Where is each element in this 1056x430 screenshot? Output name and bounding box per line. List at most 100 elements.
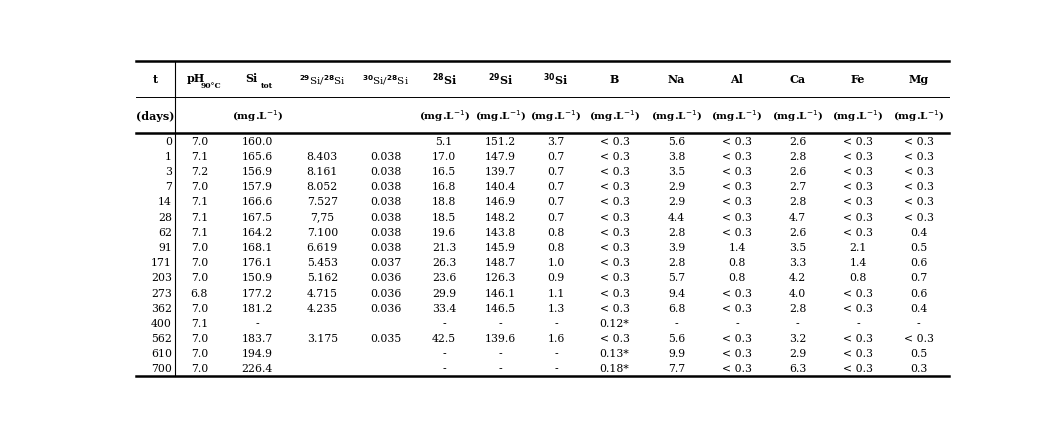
Text: < 0.3: < 0.3	[722, 152, 752, 162]
Text: 4.715: 4.715	[307, 288, 338, 298]
Text: 0.6: 0.6	[910, 288, 927, 298]
Text: $\mathbf{^{29}}$Si: $\mathbf{^{29}}$Si	[488, 71, 512, 88]
Text: Mg: Mg	[908, 74, 928, 85]
Text: 14: 14	[158, 197, 172, 207]
Text: 91: 91	[158, 243, 172, 252]
Text: < 0.3: < 0.3	[600, 227, 629, 237]
Text: 0.8: 0.8	[729, 273, 746, 283]
Text: 0.3: 0.3	[910, 363, 927, 374]
Text: < 0.3: < 0.3	[722, 182, 752, 192]
Text: 2.8: 2.8	[789, 197, 806, 207]
Text: 4.2: 4.2	[789, 273, 806, 283]
Text: -: -	[442, 348, 446, 358]
Text: < 0.3: < 0.3	[843, 212, 873, 222]
Text: 4.235: 4.235	[306, 303, 338, 313]
Text: -: -	[917, 318, 921, 328]
Text: 7.0: 7.0	[191, 273, 208, 283]
Text: 1.0: 1.0	[547, 258, 565, 267]
Text: -: -	[554, 348, 558, 358]
Text: < 0.3: < 0.3	[843, 182, 873, 192]
Text: 2.8: 2.8	[667, 258, 685, 267]
Text: 610: 610	[151, 348, 172, 358]
Text: 7.0: 7.0	[191, 136, 208, 147]
Text: 3.8: 3.8	[667, 152, 685, 162]
Text: 194.9: 194.9	[242, 348, 272, 358]
Text: < 0.3: < 0.3	[843, 303, 873, 313]
Text: 21.3: 21.3	[432, 243, 456, 252]
Text: 3.7: 3.7	[547, 136, 565, 147]
Text: 0.038: 0.038	[370, 227, 401, 237]
Text: -: -	[675, 318, 678, 328]
Text: 26.3: 26.3	[432, 258, 456, 267]
Text: (mg.L$^{-1}$): (mg.L$^{-1}$)	[474, 108, 526, 124]
Text: 7.0: 7.0	[191, 363, 208, 374]
Text: < 0.3: < 0.3	[722, 348, 752, 358]
Text: (mg.L$^{-1}$): (mg.L$^{-1}$)	[530, 108, 582, 124]
Text: 6.3: 6.3	[789, 363, 806, 374]
Text: 156.9: 156.9	[242, 167, 272, 177]
Text: 0.035: 0.035	[370, 333, 401, 343]
Text: 7.0: 7.0	[191, 303, 208, 313]
Text: < 0.3: < 0.3	[904, 197, 934, 207]
Text: $\mathbf{^{29}}$Si/$\mathbf{^{28}}$Si: $\mathbf{^{29}}$Si/$\mathbf{^{28}}$Si	[299, 73, 345, 86]
Text: -: -	[442, 318, 446, 328]
Text: (mg.L$^{-1}$): (mg.L$^{-1}$)	[832, 108, 884, 124]
Text: 2.9: 2.9	[667, 182, 685, 192]
Text: 7.527: 7.527	[307, 197, 338, 207]
Text: < 0.3: < 0.3	[904, 212, 934, 222]
Text: 562: 562	[151, 333, 172, 343]
Text: 5.162: 5.162	[306, 273, 338, 283]
Text: -: -	[735, 318, 739, 328]
Text: 148.2: 148.2	[485, 212, 515, 222]
Text: 3: 3	[165, 167, 172, 177]
Text: 203: 203	[151, 273, 172, 283]
Text: 42.5: 42.5	[432, 333, 456, 343]
Text: < 0.3: < 0.3	[904, 152, 934, 162]
Text: 18.8: 18.8	[432, 197, 456, 207]
Text: 3.5: 3.5	[789, 243, 806, 252]
Text: (mg.L$^{-1}$): (mg.L$^{-1}$)	[231, 108, 283, 124]
Text: -: -	[256, 318, 259, 328]
Text: < 0.3: < 0.3	[722, 212, 752, 222]
Text: 0.8: 0.8	[547, 243, 565, 252]
Text: 18.5: 18.5	[432, 212, 456, 222]
Text: 165.6: 165.6	[242, 152, 272, 162]
Text: 139.6: 139.6	[485, 333, 515, 343]
Text: 146.1: 146.1	[485, 288, 515, 298]
Text: 362: 362	[151, 303, 172, 313]
Text: 140.4: 140.4	[485, 182, 515, 192]
Text: < 0.3: < 0.3	[722, 167, 752, 177]
Text: < 0.3: < 0.3	[600, 212, 629, 222]
Text: < 0.3: < 0.3	[843, 152, 873, 162]
Text: 146.5: 146.5	[485, 303, 515, 313]
Text: 0.4: 0.4	[910, 227, 927, 237]
Text: < 0.3: < 0.3	[600, 333, 629, 343]
Text: 7.0: 7.0	[191, 333, 208, 343]
Text: 8.161: 8.161	[306, 167, 338, 177]
Text: $\mathbf{^{30}}$Si: $\mathbf{^{30}}$Si	[543, 71, 568, 88]
Text: -: -	[795, 318, 799, 328]
Text: < 0.3: < 0.3	[843, 363, 873, 374]
Text: 0.18*: 0.18*	[600, 363, 629, 374]
Text: 4.4: 4.4	[667, 212, 685, 222]
Text: 0.9: 0.9	[547, 273, 565, 283]
Text: -: -	[554, 318, 558, 328]
Text: 0.6: 0.6	[910, 258, 927, 267]
Text: -: -	[498, 363, 502, 374]
Text: (mg.L$^{-1}$): (mg.L$^{-1}$)	[650, 108, 702, 124]
Text: 2.7: 2.7	[789, 182, 806, 192]
Text: Fe: Fe	[851, 74, 865, 85]
Text: 400: 400	[151, 318, 172, 328]
Text: 177.2: 177.2	[242, 288, 272, 298]
Text: < 0.3: < 0.3	[600, 182, 629, 192]
Text: -: -	[498, 348, 502, 358]
Text: 0.7: 0.7	[547, 212, 565, 222]
Text: 0.7: 0.7	[547, 167, 565, 177]
Text: 23.6: 23.6	[432, 273, 456, 283]
Text: -: -	[554, 363, 558, 374]
Text: 168.1: 168.1	[242, 243, 272, 252]
Text: 0.8: 0.8	[547, 227, 565, 237]
Text: 0.036: 0.036	[370, 303, 401, 313]
Text: < 0.3: < 0.3	[600, 167, 629, 177]
Text: 0.038: 0.038	[370, 167, 401, 177]
